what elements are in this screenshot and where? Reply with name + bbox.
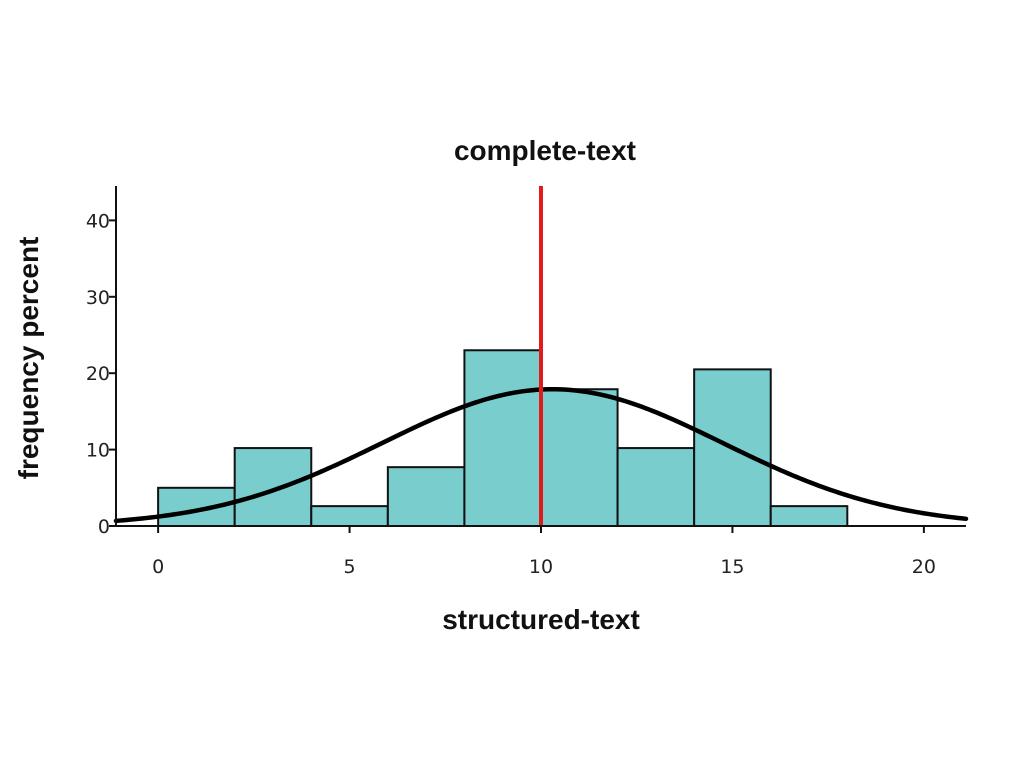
bar-16-18 — [769, 505, 849, 527]
x-tick-label-20: 20 — [912, 556, 936, 578]
bar-12-14 — [616, 447, 696, 527]
y-tick-label-30: 30 — [86, 287, 110, 309]
bars-group — [157, 349, 849, 528]
x-axis-label: structured-text — [442, 604, 640, 635]
bar-4-6 — [310, 505, 389, 527]
y-axis-label: frequency percent — [13, 237, 44, 480]
bar-6-8 — [386, 466, 466, 528]
bar-10-12 — [540, 388, 619, 527]
axes-group: 0 10 20 30 40 0 5 10 15 20 — [86, 186, 966, 578]
y-tick-label-20: 20 — [86, 363, 110, 385]
y-tick-label-40: 40 — [86, 210, 110, 232]
y-tick-label-10: 10 — [86, 440, 110, 462]
x-tick-label-0: 0 — [152, 556, 164, 578]
x-tick-label-15: 15 — [720, 556, 744, 578]
bar-2-4 — [233, 447, 313, 527]
bar-8-10 — [463, 349, 543, 527]
x-tick-label-5: 5 — [344, 556, 356, 578]
chart-title: complete-text — [454, 135, 636, 166]
y-tick-label-0: 0 — [98, 516, 110, 538]
x-tick-label-10: 10 — [529, 556, 553, 578]
